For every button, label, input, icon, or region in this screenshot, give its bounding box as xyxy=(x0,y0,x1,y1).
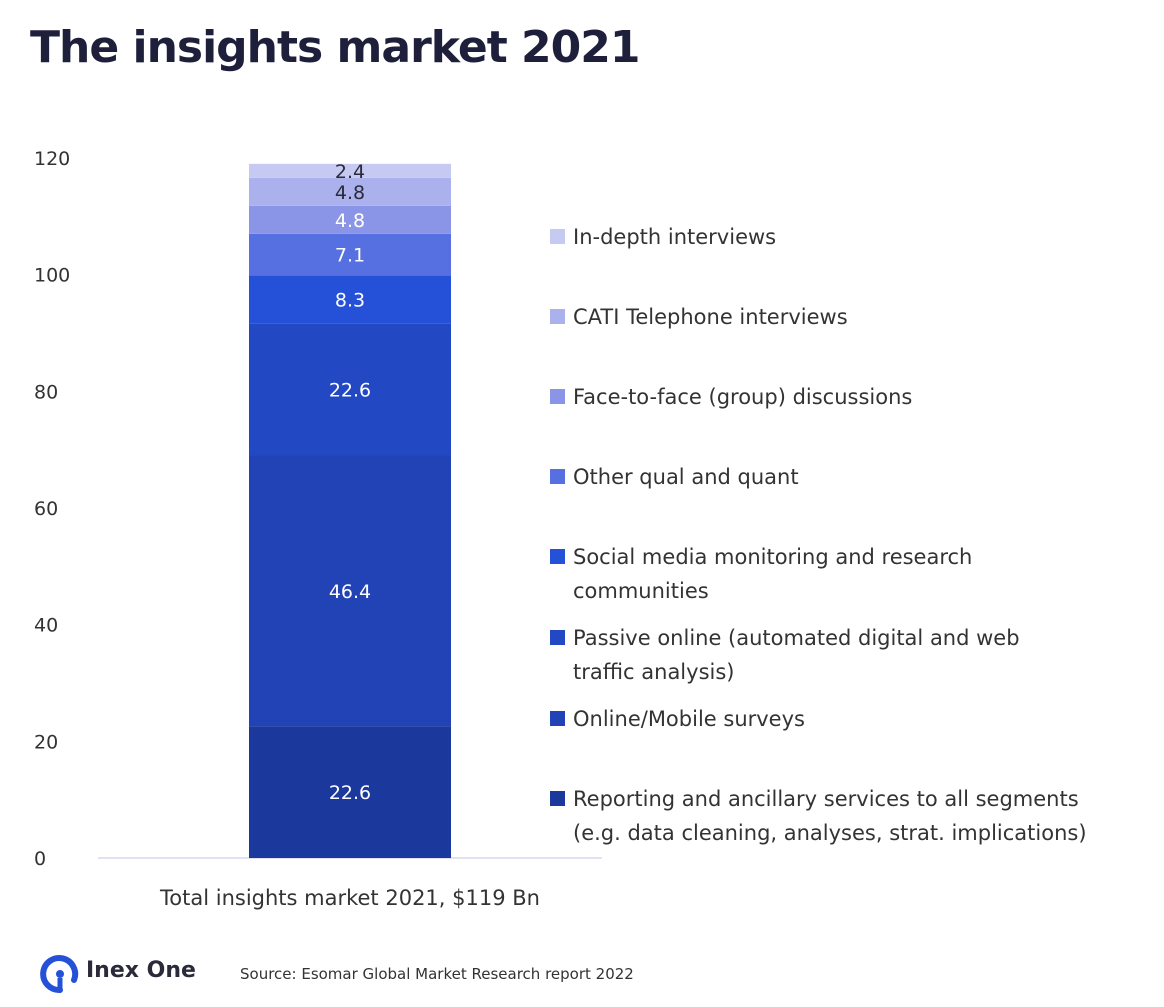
y-tick-label: 120 xyxy=(34,148,70,170)
legend-swatch xyxy=(550,469,565,484)
legend-swatch xyxy=(550,309,565,324)
legend-label: Social media monitoring and research xyxy=(573,545,972,569)
data-label: 22.6 xyxy=(329,380,371,402)
legend-swatch xyxy=(550,630,565,645)
legend-label: In-depth interviews xyxy=(573,225,776,249)
y-tick-label: 100 xyxy=(34,265,70,287)
legend-swatch xyxy=(550,389,565,404)
data-label: 4.8 xyxy=(335,210,365,232)
legend-label: Online/Mobile surveys xyxy=(573,707,805,731)
bar-segment xyxy=(249,205,451,234)
data-label: 2.4 xyxy=(335,161,365,183)
data-label: 8.3 xyxy=(335,289,365,311)
legend-label: (e.g. data cleaning, analyses, strat. im… xyxy=(573,821,1087,845)
y-tick-label: 0 xyxy=(34,848,46,870)
bar-segment xyxy=(249,323,451,456)
legend-label: traffic analysis) xyxy=(573,660,734,684)
y-tick-label: 20 xyxy=(34,731,58,753)
y-tick-label: 80 xyxy=(34,381,58,403)
bar-segment xyxy=(249,163,451,178)
brand-name: Inex One xyxy=(86,958,196,983)
stacked-bar-chart: 0 20 40 60 80 100 120 Total insights market 202… xyxy=(34,148,1087,910)
chart-title: The insights market 2021 xyxy=(30,22,641,73)
legend-label: Reporting and ancillary services to all … xyxy=(573,787,1079,811)
bar-segment xyxy=(249,275,451,324)
data-label: 4.8 xyxy=(335,182,365,204)
legend-label: Passive online (automated digital and we… xyxy=(573,626,1020,650)
bar-segment xyxy=(249,455,451,727)
data-label: 22.6 xyxy=(329,782,371,804)
legend-label: Face-to-face (group) discussions xyxy=(573,385,912,409)
y-tick-label: 40 xyxy=(34,615,58,637)
legend-swatch xyxy=(550,229,565,244)
bar-segment xyxy=(249,726,451,858)
legend-label: Other qual and quant xyxy=(573,465,799,489)
legend-label: communities xyxy=(573,579,709,603)
legend-label: CATI Telephone interviews xyxy=(573,305,848,329)
source-note: Source: Esomar Global Market Research re… xyxy=(240,965,634,983)
bar-segment xyxy=(249,177,451,206)
bar-segment xyxy=(249,233,451,276)
legend-swatch xyxy=(550,791,565,806)
inex-one-logo-icon xyxy=(40,955,79,994)
data-label: 7.1 xyxy=(335,245,365,267)
legend-swatch xyxy=(550,711,565,726)
data-label: 46.4 xyxy=(329,581,371,603)
legend-swatch xyxy=(550,549,565,564)
x-category-label: Total insights market 2021, $119 Bn xyxy=(159,886,540,910)
y-tick-label: 60 xyxy=(34,498,58,520)
